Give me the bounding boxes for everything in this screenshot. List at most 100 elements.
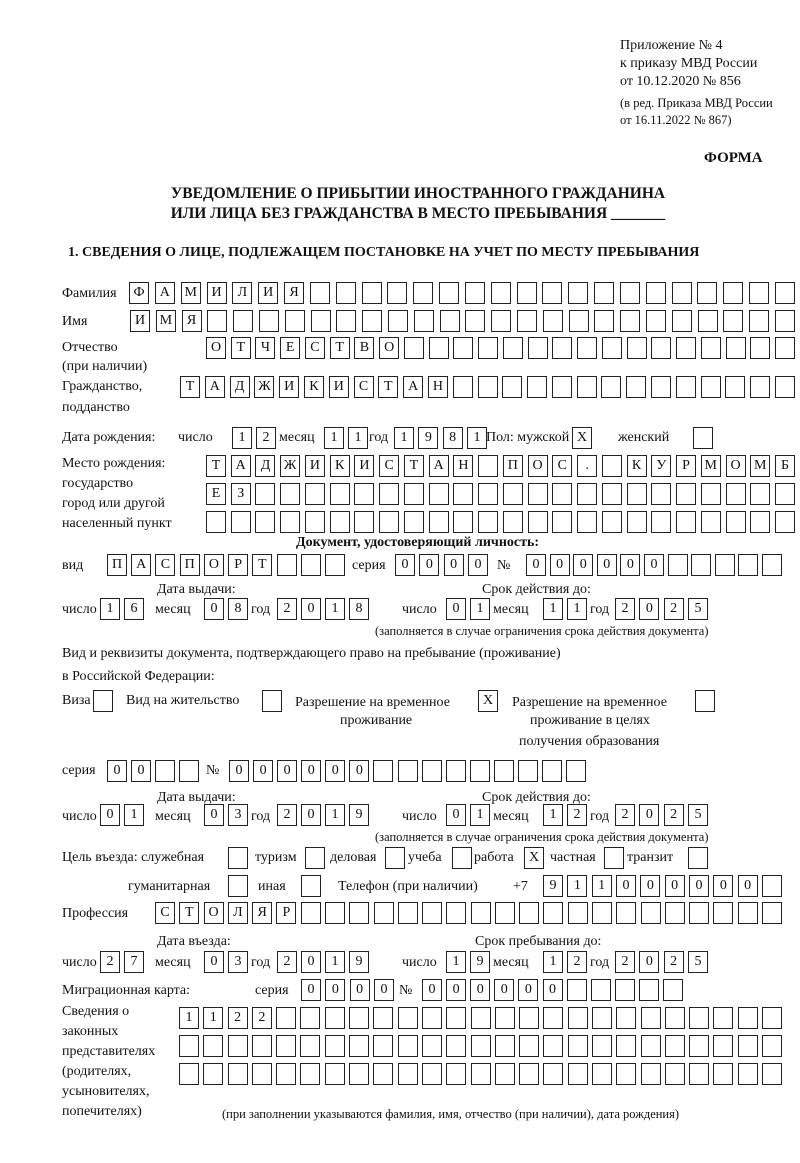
surname-cell[interactable]: [439, 282, 460, 304]
id-kind-cell[interactable]: [276, 554, 297, 576]
birthplace-1-cell[interactable]: М: [700, 455, 721, 477]
id-issue-month-cell[interactable]: 8: [228, 598, 248, 620]
phone-cell[interactable]: 0: [737, 875, 758, 897]
surname-cell[interactable]: [361, 282, 382, 304]
id-number-cell[interactable]: [714, 554, 735, 576]
reps-3-cell[interactable]: [446, 1063, 467, 1085]
citizenship-cell[interactable]: С: [353, 376, 374, 398]
name-cell[interactable]: [517, 310, 537, 332]
id-series-cell[interactable]: 0: [419, 554, 440, 576]
birthplace-3-cell[interactable]: [700, 511, 721, 533]
id-valid-day-cell[interactable]: 1: [470, 598, 490, 620]
birthplace-2-cell[interactable]: Е: [206, 483, 226, 505]
birthplace-2-cell[interactable]: [527, 483, 548, 505]
rd-number-cell[interactable]: [493, 760, 514, 782]
surname-cell[interactable]: М: [180, 282, 201, 304]
birthplace-3-cell[interactable]: [676, 511, 697, 533]
id-series-cell[interactable]: 0: [395, 554, 415, 576]
citizenship-cell[interactable]: Д: [229, 376, 250, 398]
entry-year-cell[interactable]: 0: [301, 951, 321, 973]
citizenship-cell[interactable]: [452, 376, 473, 398]
patronymic-cell[interactable]: [626, 337, 647, 359]
reps-1-cell[interactable]: [762, 1007, 782, 1029]
reps-1-cell[interactable]: [397, 1007, 418, 1029]
id-kind-cell[interactable]: С: [155, 554, 176, 576]
reps-3-cell[interactable]: [737, 1063, 758, 1085]
reps-1-cell[interactable]: [689, 1007, 710, 1029]
name-cell[interactable]: [568, 310, 589, 332]
reps-2-cell[interactable]: [179, 1035, 199, 1057]
reps-3-cell[interactable]: [713, 1063, 734, 1085]
birthplace-3-cell[interactable]: [379, 511, 400, 533]
reps-1-cell[interactable]: [421, 1007, 442, 1029]
name-cell[interactable]: [697, 310, 718, 332]
name-cell[interactable]: [336, 310, 357, 332]
id-issue-year-cell[interactable]: 0: [301, 598, 321, 620]
patronymic-cell[interactable]: [502, 337, 523, 359]
mc-number-cell[interactable]: 0: [542, 979, 563, 1001]
rd-number-cell[interactable]: [397, 760, 418, 782]
profession-cell[interactable]: [446, 902, 467, 924]
birthplace-3-cell[interactable]: [230, 511, 251, 533]
citizenship-cell[interactable]: Т: [180, 376, 200, 398]
birthplace-2-cell[interactable]: [453, 483, 474, 505]
reps-1-cell[interactable]: [567, 1007, 588, 1029]
reps-2-cell[interactable]: [227, 1035, 248, 1057]
citizenship-cell[interactable]: Т: [378, 376, 399, 398]
reps-3-cell[interactable]: [373, 1063, 394, 1085]
reps-2-cell[interactable]: [519, 1035, 540, 1057]
profession-cell[interactable]: [616, 902, 637, 924]
p-transit-cell[interactable]: [688, 847, 708, 869]
id-issue-year-cell[interactable]: 8: [349, 598, 369, 620]
patronymic-cell[interactable]: [552, 337, 573, 359]
surname-cell[interactable]: [723, 282, 744, 304]
birthplace-1-cell[interactable]: У: [651, 455, 672, 477]
id-kind-cell[interactable]: П: [179, 554, 200, 576]
surname-cell[interactable]: [464, 282, 485, 304]
id-series-cell[interactable]: 0: [443, 554, 464, 576]
birthplace-3-cell[interactable]: [354, 511, 375, 533]
citizenship-cell[interactable]: [502, 376, 523, 398]
birthplace-2-cell[interactable]: [428, 483, 449, 505]
reps-1-cell[interactable]: [616, 1007, 637, 1029]
rd-number-cell[interactable]: [517, 760, 538, 782]
reps-2-cell[interactable]: [713, 1035, 734, 1057]
id-valid-year-cell[interactable]: 0: [639, 598, 660, 620]
citizenship-cell[interactable]: Н: [427, 376, 448, 398]
entry-year-cell[interactable]: 2: [277, 951, 297, 973]
birthplace-2-cell[interactable]: [626, 483, 647, 505]
patronymic-cell[interactable]: [651, 337, 672, 359]
citizenship-cell[interactable]: А: [403, 376, 424, 398]
id-number-cell[interactable]: [762, 554, 782, 576]
reps-1-cell[interactable]: [543, 1007, 564, 1029]
citizenship-cell[interactable]: [750, 376, 771, 398]
reps-2-cell[interactable]: [762, 1035, 782, 1057]
rd-valid-year-cell[interactable]: 5: [688, 804, 708, 826]
reps-1-cell[interactable]: [737, 1007, 758, 1029]
name-cell[interactable]: [233, 310, 254, 332]
name-cell[interactable]: И: [130, 310, 150, 332]
birthplace-1-cell[interactable]: М: [750, 455, 771, 477]
birthplace-1-cell[interactable]: Б: [775, 455, 795, 477]
birth-month-cell[interactable]: 1: [324, 427, 344, 449]
rd-number-cell[interactable]: [445, 760, 466, 782]
id-kind-cell[interactable]: А: [131, 554, 152, 576]
name-cell[interactable]: [284, 310, 305, 332]
citizenship-cell[interactable]: И: [279, 376, 300, 398]
reps-3-cell[interactable]: [567, 1063, 588, 1085]
birthplace-1-cell[interactable]: Т: [403, 455, 424, 477]
rd-series-cell[interactable]: 0: [131, 760, 151, 782]
birthplace-3-cell[interactable]: [775, 511, 795, 533]
patronymic-cell[interactable]: [527, 337, 548, 359]
rd-number-cell[interactable]: 0: [349, 760, 370, 782]
patronymic-cell[interactable]: [403, 337, 424, 359]
birthplace-3-cell[interactable]: [329, 511, 350, 533]
p-work-cell[interactable]: X: [524, 847, 544, 869]
surname-cell[interactable]: [749, 282, 770, 304]
mc-number-cell[interactable]: 0: [494, 979, 515, 1001]
id-number-cell[interactable]: 0: [596, 554, 617, 576]
reps-1-cell[interactable]: [640, 1007, 661, 1029]
profession-cell[interactable]: [397, 902, 418, 924]
rd-issue-year-cell[interactable]: 2: [277, 804, 297, 826]
reps-3-cell[interactable]: [762, 1063, 782, 1085]
